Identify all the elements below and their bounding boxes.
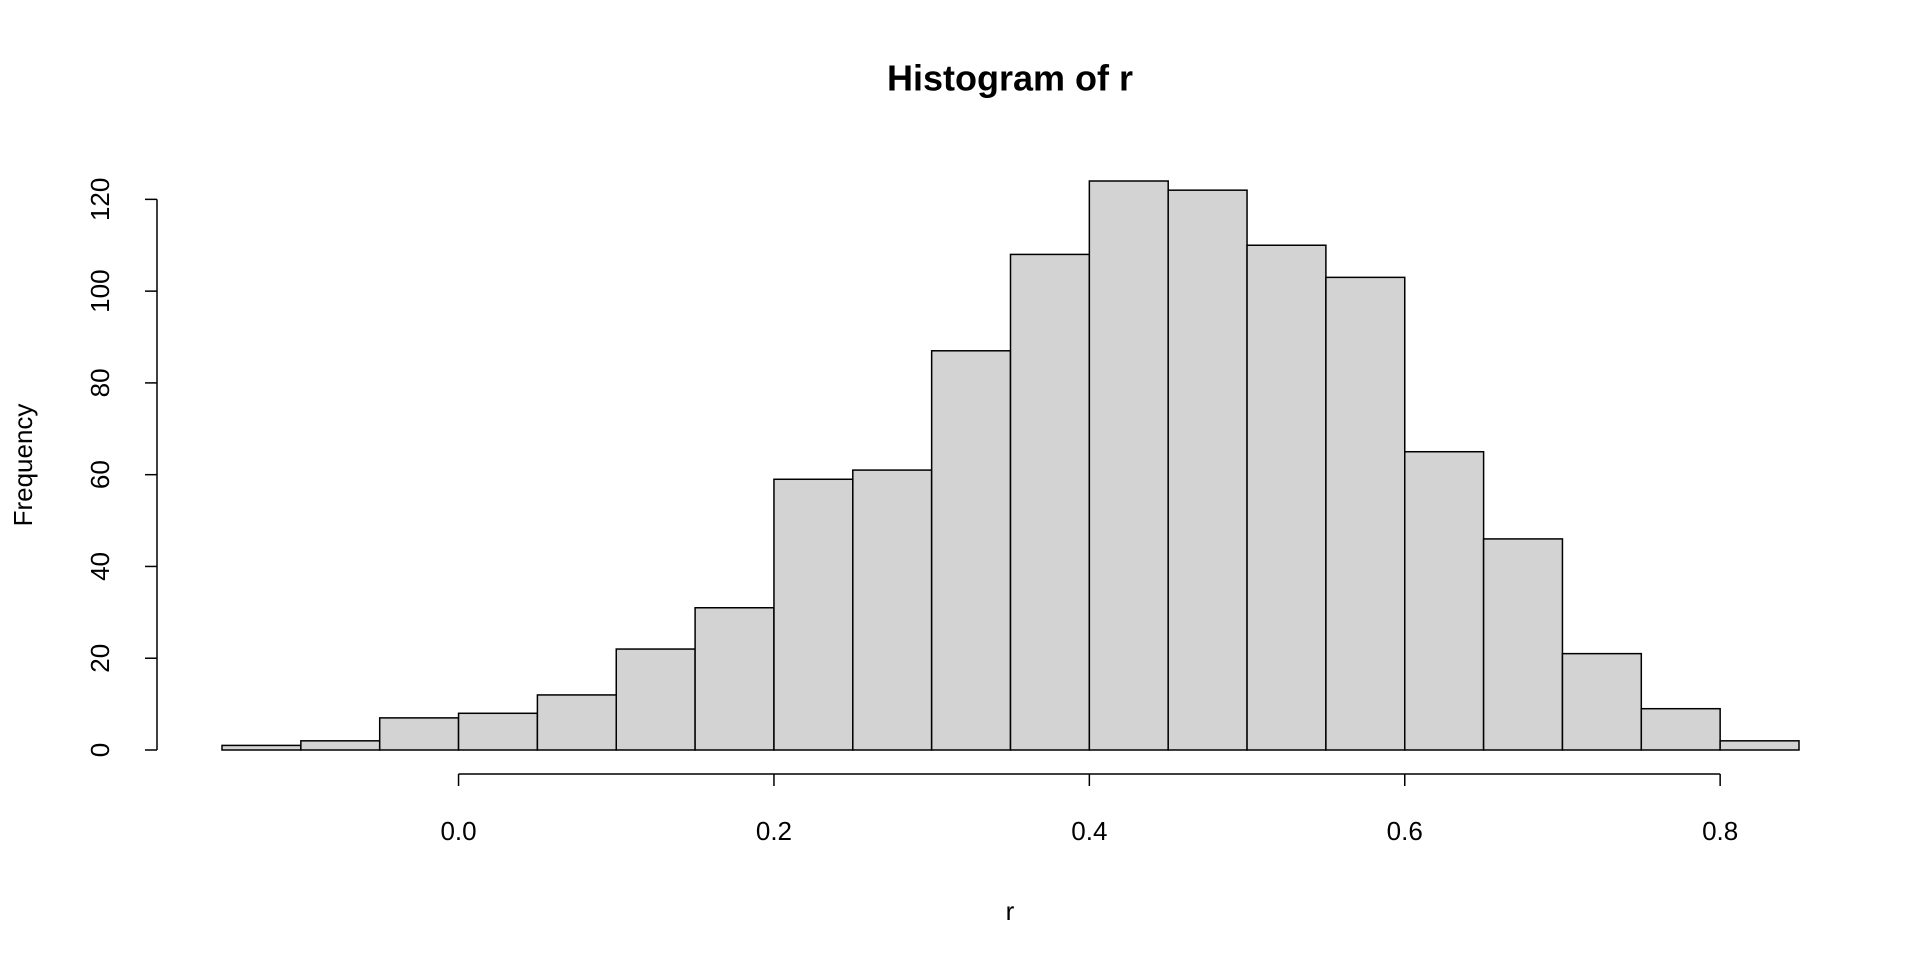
y-tick-label: 100 [85, 269, 115, 312]
bar [536, 694, 618, 751]
x-tick-label: 0.4 [1071, 816, 1107, 846]
bar [694, 607, 775, 751]
bar [1325, 276, 1406, 751]
bar [1719, 740, 1800, 751]
bar [1088, 180, 1169, 751]
x-tick-label: 0.8 [1702, 816, 1738, 846]
x-axis-label: r [1006, 896, 1015, 926]
bar [1167, 189, 1248, 751]
bar [457, 712, 539, 751]
bar [1482, 538, 1564, 751]
y-axis-label: Frequency [8, 404, 38, 527]
y-tick-label: 120 [85, 178, 115, 221]
x-tick-label: 0.0 [440, 816, 476, 846]
y-tick-label: 40 [85, 552, 115, 581]
bar [221, 744, 302, 751]
bar [773, 478, 854, 751]
bar [300, 740, 381, 751]
y-tick-label: 0 [85, 743, 115, 757]
bar [930, 350, 1012, 751]
bar [615, 648, 696, 751]
bar [1246, 244, 1327, 751]
chart-title: Histogram of r [887, 58, 1133, 99]
y-tick-label: 20 [85, 644, 115, 673]
bar [1561, 652, 1643, 751]
bar [378, 717, 460, 751]
bar [1009, 253, 1091, 751]
x-tick-label: 0.2 [756, 816, 792, 846]
y-tick-label: 80 [85, 368, 115, 397]
y-tick-label: 60 [85, 460, 115, 489]
bar [852, 469, 933, 751]
bar [1404, 450, 1485, 751]
bar [1640, 707, 1721, 751]
x-tick-label: 0.6 [1387, 816, 1423, 846]
